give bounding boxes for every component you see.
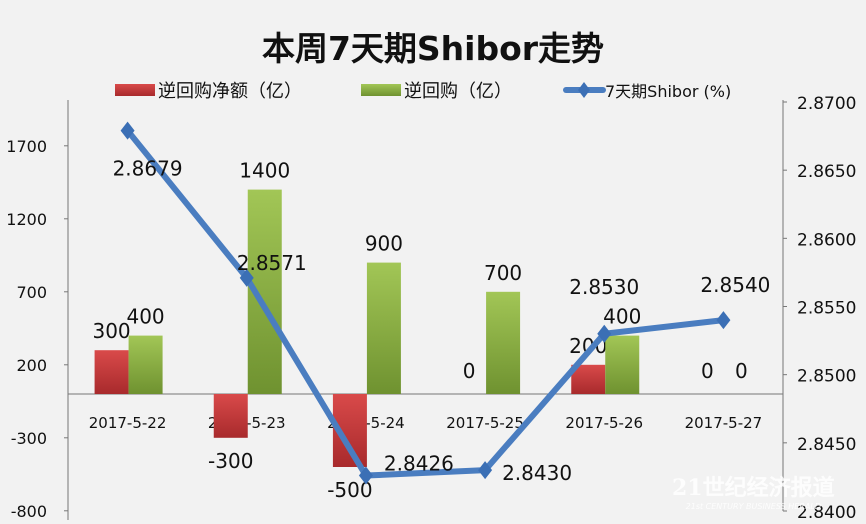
shibor-marker: [478, 461, 493, 480]
net-repo-data-label: -300: [208, 449, 253, 473]
shibor-marker: [239, 268, 254, 287]
legend-marker-shibor: [578, 82, 590, 98]
shibor-marker: [597, 324, 612, 343]
category-label: 2017-5-27: [685, 414, 763, 432]
category-label: 2017-5-26: [565, 414, 643, 432]
right-tick-label: 2.8650: [797, 162, 856, 182]
left-tick-label: -800: [11, 502, 47, 521]
legend-label-shibor: 7天期Shibor (%): [605, 82, 731, 101]
shibor-marker: [358, 466, 373, 485]
repo-bar: [366, 262, 401, 394]
category-label: 2017-5-22: [89, 414, 167, 432]
net-repo-data-label: 0: [701, 359, 714, 383]
repo-data-label: 900: [365, 232, 403, 256]
shibor-marker: [716, 311, 731, 330]
legend-swatch-repo: [361, 84, 401, 96]
repo-bar: [605, 335, 640, 394]
repo-data-label: 400: [603, 305, 641, 329]
repo-data-label: 400: [126, 305, 164, 329]
shibor-data-label: 2.8540: [700, 273, 770, 297]
category-label: 2017-5-25: [446, 414, 524, 432]
watermark: 21世纪经济报道 21st CENTURY BUSINESS HERALD: [672, 470, 835, 511]
watermark-en: 21st CENTURY BUSINESS HERALD: [685, 502, 821, 511]
repo-data-label: 0: [735, 359, 748, 383]
watermark-cn: 21世纪经济报道: [672, 475, 835, 501]
net-repo-data-label: 0: [463, 359, 476, 383]
net-repo-data-label: 300: [92, 319, 130, 343]
left-tick-label: 700: [16, 283, 47, 302]
net-repo-bar: [571, 364, 606, 394]
right-tick-label: 2.8550: [797, 299, 856, 319]
legend-swatch-net-repo: [115, 84, 155, 96]
right-tick-label: 2.8500: [797, 367, 856, 387]
left-tick-label: 1200: [6, 210, 47, 229]
repo-bar: [128, 335, 163, 394]
left-tick-label: 200: [16, 356, 47, 375]
repo-data-label: 1400: [239, 159, 290, 183]
right-tick-label: 2.8400: [797, 503, 856, 523]
right-tick-label: 2.8450: [797, 435, 856, 455]
shibor-data-label: 2.8430: [502, 461, 572, 485]
repo-bar: [486, 291, 521, 394]
left-tick-label: -300: [11, 429, 47, 448]
shibor-data-label: 2.8571: [237, 251, 307, 275]
shibor-data-label: 2.8679: [113, 157, 183, 181]
shibor-data-label: 2.8426: [384, 452, 454, 476]
legend-label-repo: 逆回购（亿）: [404, 81, 512, 102]
shibor-line: [125, 128, 724, 479]
repo-data-label: 700: [484, 261, 522, 285]
net-repo-bar: [94, 350, 129, 394]
legend-label-net-repo: 逆回购净额（亿）: [158, 81, 302, 102]
right-tick-label: 2.8600: [797, 230, 856, 250]
left-tick-label: 1700: [6, 137, 47, 156]
shibor-data-label: 2.8530: [569, 275, 639, 299]
shibor-marker: [120, 121, 135, 140]
chart-title: 本周7天期Shibor走势: [261, 29, 605, 68]
net-repo-bar: [213, 394, 248, 438]
right-tick-label: 2.8700: [797, 94, 856, 114]
